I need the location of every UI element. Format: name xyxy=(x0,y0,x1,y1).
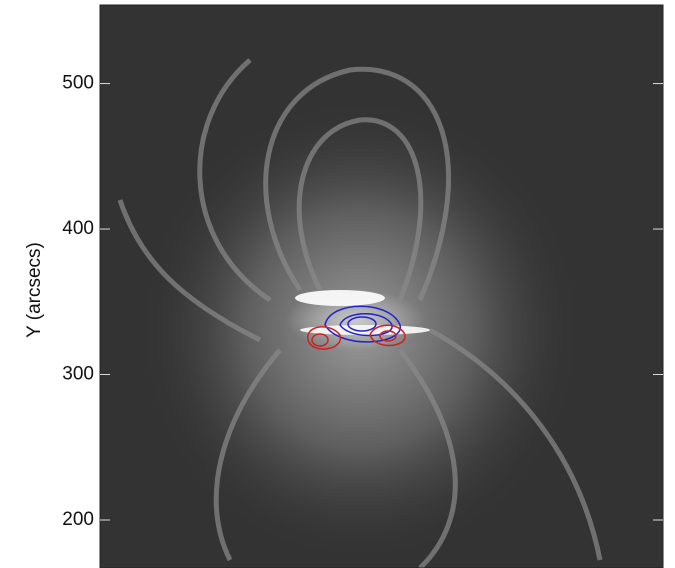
y-tick-label: 400 xyxy=(62,218,94,239)
y-tick-label: 300 xyxy=(62,364,94,385)
chart: Y (arcsecs) 200 300 400 500 xyxy=(0,0,675,568)
y-tick-label: 500 xyxy=(62,73,94,94)
y-axis-label: Y (arcsecs) xyxy=(24,242,45,338)
solar-image xyxy=(100,5,663,568)
page: Y (arcsecs) 200300400500 (() => { const … xyxy=(0,0,675,568)
y-tick-label: 200 xyxy=(62,509,94,530)
